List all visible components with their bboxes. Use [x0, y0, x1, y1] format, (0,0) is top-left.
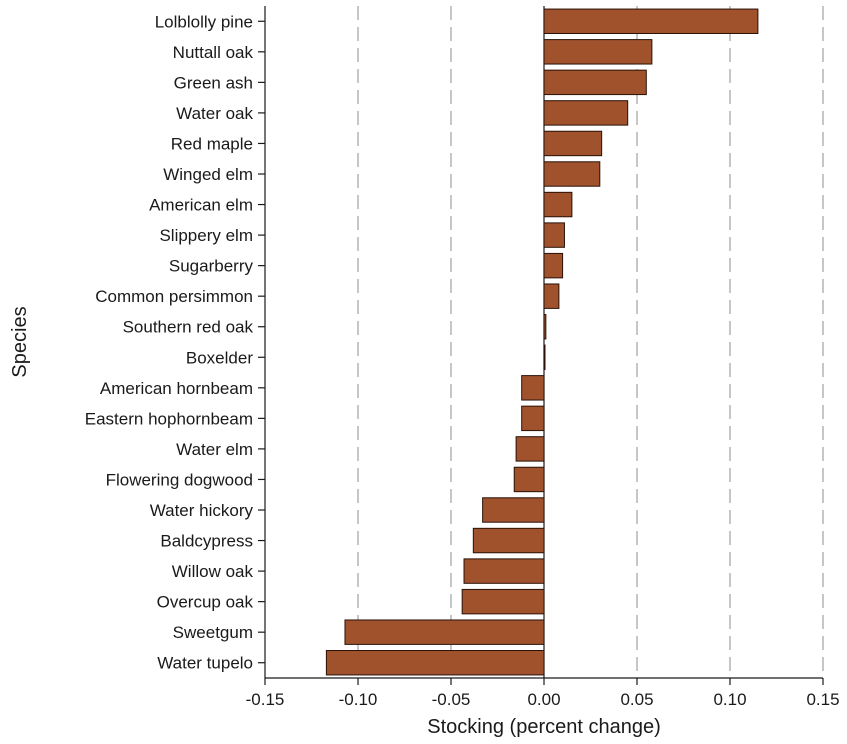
bar	[463, 558, 545, 584]
x-tick-label: -0.15	[246, 690, 285, 709]
y-tick-label: Red maple	[171, 134, 253, 153]
x-tick-label: 0.10	[713, 690, 746, 709]
y-tick-label: Sweetgum	[173, 623, 253, 642]
x-tick-label: -0.10	[339, 690, 378, 709]
bar	[543, 191, 573, 218]
bar	[543, 69, 647, 96]
x-axis: -0.15 -0.10 -0.05 0.00 0.05 0.10 0.15	[246, 677, 840, 709]
bar	[344, 619, 545, 645]
y-tick-label: Water oak	[176, 104, 253, 123]
bar	[543, 161, 601, 187]
bar	[521, 405, 545, 432]
x-tick-label: 0.15	[806, 690, 839, 709]
bar	[543, 100, 629, 126]
y-tick-label: American elm	[149, 196, 253, 215]
bar	[513, 466, 545, 493]
y-tick-label: Overcup oak	[157, 593, 254, 612]
y-tick-label: Lolblolly pine	[155, 12, 253, 31]
bar	[482, 497, 545, 523]
y-axis-title: Species	[9, 306, 31, 377]
y-tick-label: American hornbeam	[100, 379, 253, 398]
bar	[543, 344, 546, 370]
y-tick-label: Southern red oak	[123, 318, 254, 337]
bar	[543, 314, 547, 340]
x-tick-label: 0.05	[620, 690, 653, 709]
y-tick-label: Water hickory	[150, 501, 254, 520]
x-axis-title: Stocking (percent change)	[427, 716, 660, 738]
bar	[472, 527, 545, 554]
bar	[543, 222, 565, 248]
y-tick-label: Winged elm	[163, 165, 253, 184]
bars	[325, 8, 759, 676]
x-tick-label: -0.05	[432, 690, 471, 709]
y-axis: Lolblolly pine Nuttall oak Green ash Water …	[85, 6, 266, 678]
bar	[543, 283, 560, 309]
y-tick-label: Eastern hophornbeam	[85, 409, 253, 428]
y-tick-label: Sugarberry	[169, 257, 254, 276]
bar	[521, 375, 545, 401]
y-tick-label: Nuttall oak	[173, 43, 254, 62]
bar	[543, 130, 603, 157]
y-tick-label: Water tupelo	[157, 654, 253, 673]
y-tick-label: Green ash	[174, 73, 253, 92]
y-tick-label: Water elm	[176, 440, 253, 459]
y-tick-label: Common persimmon	[95, 287, 253, 306]
y-tick-label: Baldcypress	[160, 532, 253, 551]
bar	[543, 8, 759, 34]
bar	[461, 588, 545, 615]
y-tick-label: Boxelder	[186, 348, 253, 367]
bar	[543, 252, 564, 279]
bar	[325, 650, 545, 676]
y-tick-label: Willow oak	[172, 562, 254, 581]
x-tick-label: 0.00	[527, 690, 560, 709]
bar	[543, 39, 653, 65]
y-tick-label: Slippery elm	[159, 226, 253, 245]
y-tick-label: Flowering dogwood	[106, 470, 253, 489]
bar	[515, 436, 545, 462]
